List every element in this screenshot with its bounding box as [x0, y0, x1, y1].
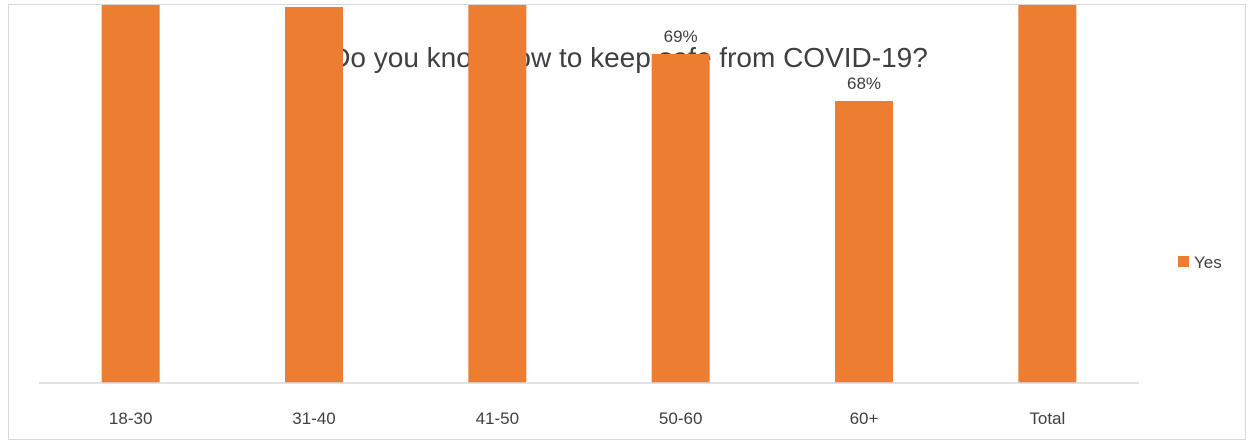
data-label: 68% — [847, 74, 881, 93]
legend: Yes — [1178, 253, 1222, 272]
bar-total — [1018, 5, 1077, 383]
bar-41-50 — [468, 5, 527, 383]
bar-31-40 — [285, 7, 343, 383]
legend-swatch — [1178, 256, 1189, 267]
legend-label: Yes — [1194, 253, 1222, 272]
x-tick-label: 41-50 — [476, 409, 519, 428]
data-labels-group: 74%70%72%69%68%72% — [664, 27, 881, 93]
chart-title: Do you know how to keep safe from COVID-… — [330, 42, 928, 73]
x-tick-labels-group: 18-30 31-40 41-50 50-60 60+ Total — [109, 409, 1065, 428]
x-tick-label: 50-60 — [659, 409, 702, 428]
x-tick-label: 60+ — [850, 409, 879, 428]
bars-group — [101, 5, 1077, 383]
chart-frame: Do you know how to keep safe from COVID-… — [8, 4, 1246, 440]
data-label: 69% — [664, 27, 698, 46]
bar-chart: Do you know how to keep safe from COVID-… — [39, 5, 1222, 428]
x-tick-label: Total — [1029, 409, 1065, 428]
bar-18-30 — [101, 5, 160, 383]
bar-50-60 — [651, 54, 710, 383]
bar-60plus — [835, 101, 893, 383]
x-tick-label: 31-40 — [292, 409, 335, 428]
x-tick-label: 18-30 — [109, 409, 152, 428]
